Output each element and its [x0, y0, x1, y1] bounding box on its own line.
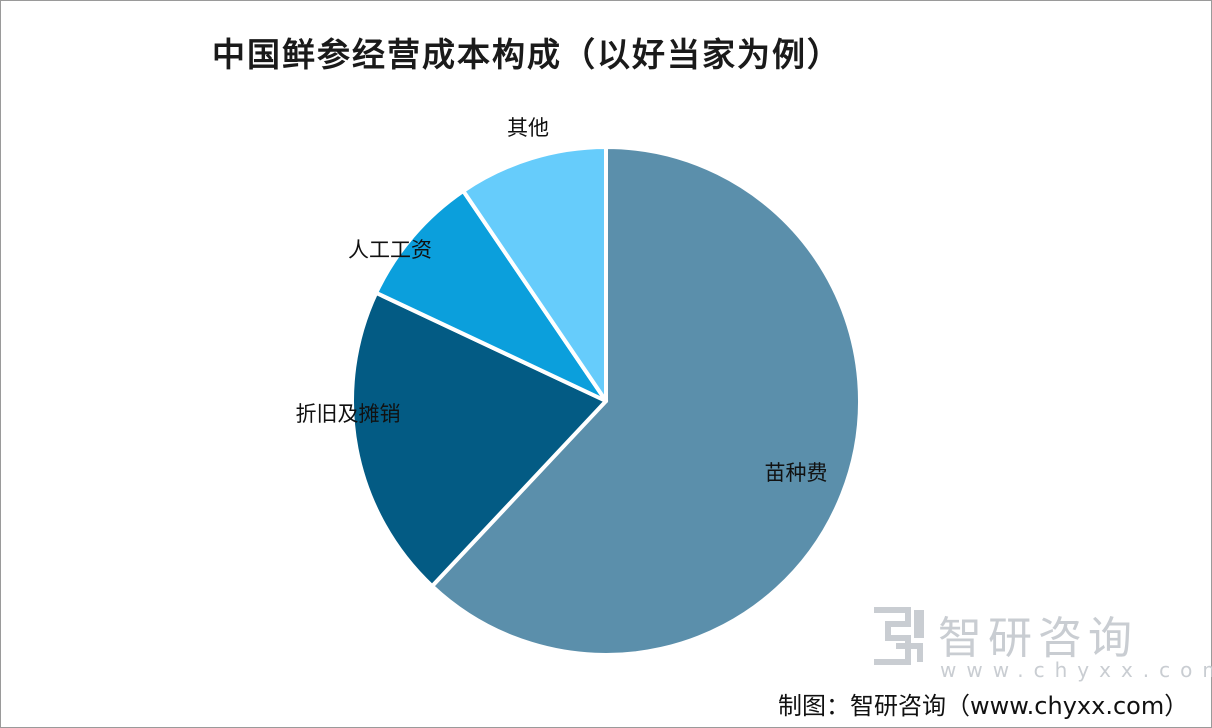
pie-label-4: 其他	[507, 116, 549, 140]
watermark-name: 智研咨询	[938, 613, 1138, 664]
chart-credit: 制图：智研咨询（www.chyxx.com）	[778, 692, 1189, 720]
pie-slice-1	[430, 145, 862, 657]
pie-label-3: 人工工资	[348, 238, 432, 262]
pie-slice-3	[374, 188, 608, 403]
chyxx-logo-icon	[874, 607, 924, 665]
pie-label-1: 苗种费	[765, 461, 828, 485]
pie-slice-2	[350, 290, 608, 589]
pie-label-2: 折旧及摊销	[296, 402, 401, 426]
watermark-url: www.chyxx.com	[940, 658, 1212, 682]
pie-slice-4	[461, 145, 608, 403]
chart-title: 中国鲜参经营成本构成（以好当家为例）	[212, 35, 842, 74]
watermark: 智研咨询 www.chyxx.com	[868, 606, 1212, 686]
